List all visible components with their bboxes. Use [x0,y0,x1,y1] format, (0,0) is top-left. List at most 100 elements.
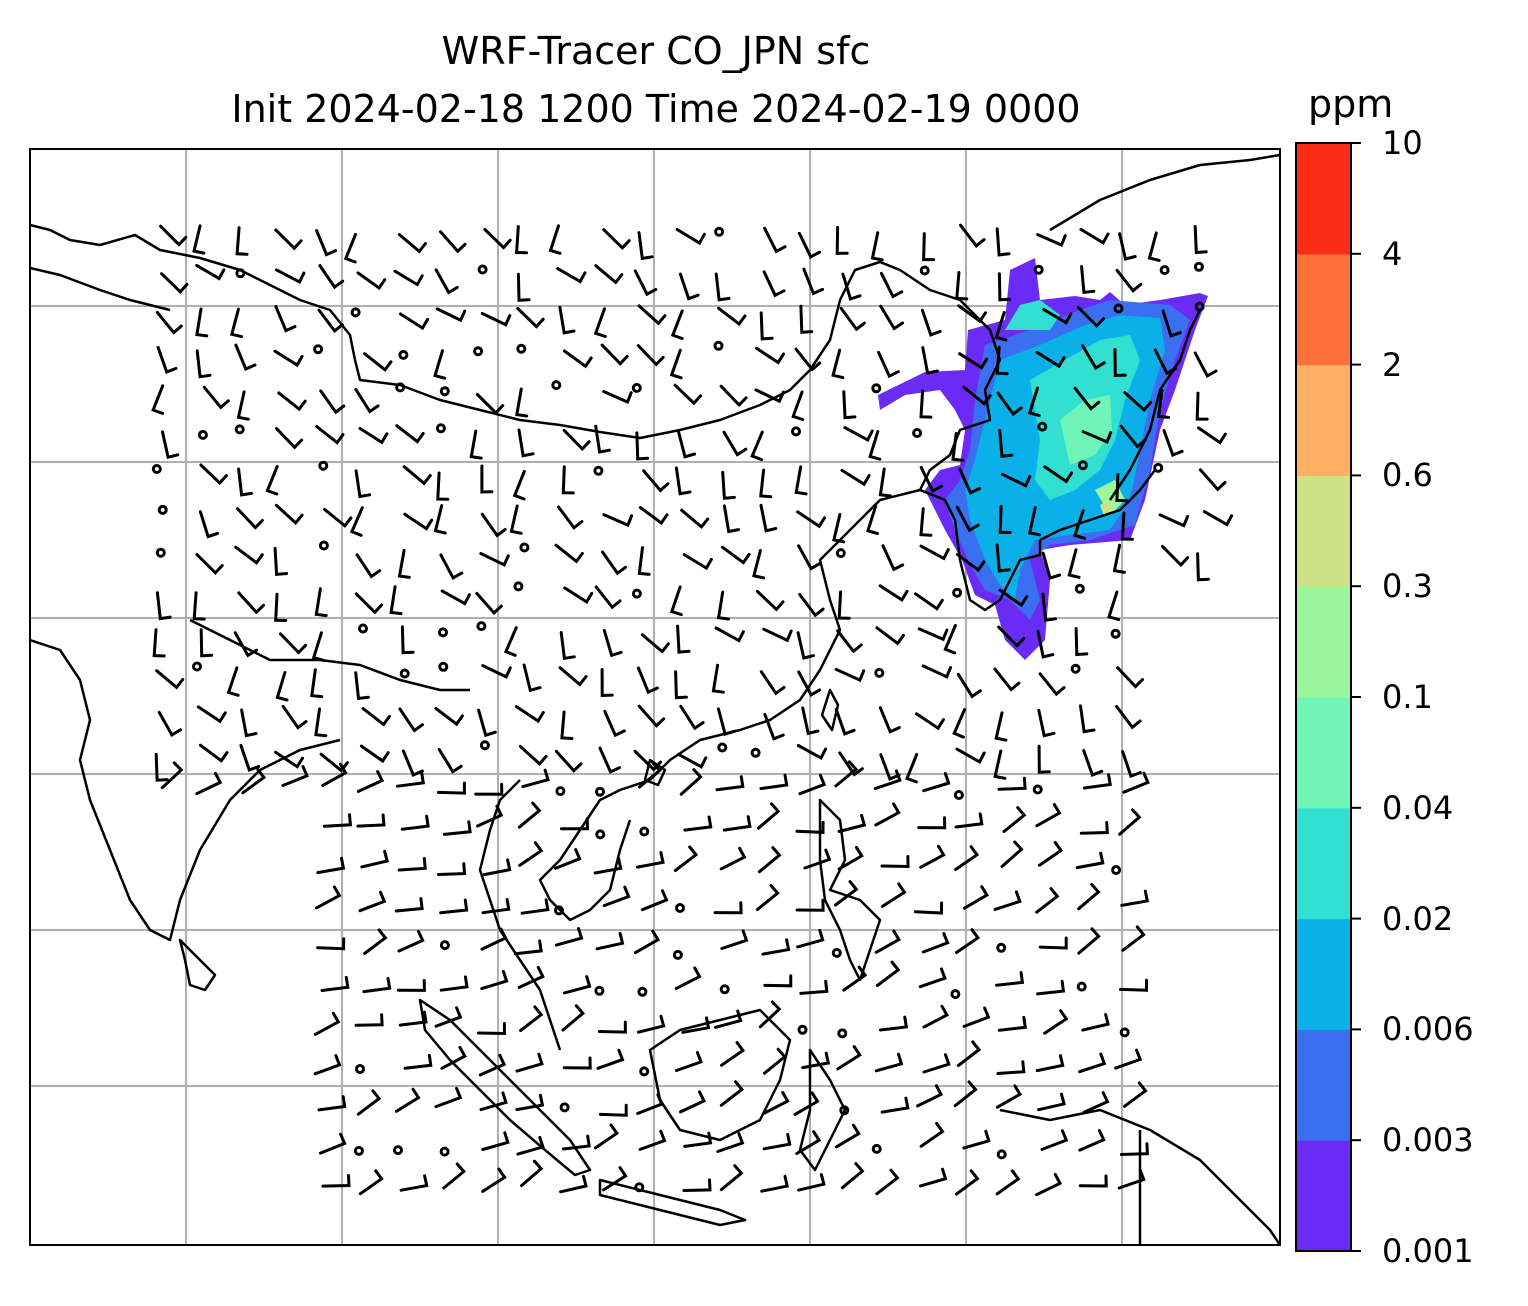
wind-barb [155,591,172,621]
wind-barb [995,227,1011,257]
calm-wind-marker [1074,583,1085,594]
wind-barb [598,1103,628,1117]
wind-barb [797,544,822,571]
wind-barb [799,304,814,334]
wind-barb [1035,803,1062,828]
wind-barb [797,670,822,697]
wind-barb [878,584,909,602]
wind-barb [594,585,622,610]
wind-barb [363,928,388,955]
wind-barb [839,306,866,332]
wind-barb [796,928,825,949]
wind-barb [593,307,607,338]
wind-barb [479,1091,508,1112]
wind-barb [840,1162,865,1190]
wind-barb [679,768,703,796]
wind-barb [797,231,822,259]
wind-barb [597,1020,627,1034]
wind-barb [997,1015,1028,1032]
wind-barb [797,1173,826,1192]
wind-barb [442,1162,466,1190]
calm-wind-marker [1119,1027,1130,1038]
wind-barb [602,513,634,528]
wind-barb [403,512,434,531]
wind-barb [917,816,947,830]
wind-barb [434,1086,463,1109]
calm-wind-marker [1076,981,1087,992]
wind-barb [1156,389,1170,419]
wind-barb [875,626,905,646]
wind-barb [716,1132,745,1153]
wind-barb [160,272,189,294]
wind-barb [360,849,390,869]
wind-barb [442,820,472,836]
colorbar-block [1296,807,1351,920]
wind-barb [953,1080,978,1108]
colorbar-block [1296,364,1351,476]
wind-barb [562,1056,592,1070]
wind-barb [675,1051,703,1072]
calm-wind-marker [631,382,642,393]
colorbar-block [1296,253,1351,366]
wind-barb [556,267,587,284]
wind-barb [801,1051,831,1070]
wind-barb [393,269,424,287]
wind-barb [199,463,228,486]
wind-barb [682,553,713,571]
wind-barb [993,890,1022,911]
map-frame [29,148,1281,1246]
wind-barb [763,974,793,988]
calm-wind-marker [639,826,650,837]
wind-barb [397,548,411,579]
wind-barb [482,858,512,877]
wind-barb [600,343,629,366]
wind-barb [602,390,633,405]
calm-wind-marker [353,1145,364,1156]
wind-barb [841,272,862,301]
wind-barb [475,591,503,616]
wind-barb [397,857,427,872]
wind-barb [873,769,902,791]
wind-barb [315,425,345,445]
calm-wind-marker [831,947,842,958]
wind-barb [840,468,871,487]
calm-wind-marker [791,426,801,437]
calm-wind-marker [1153,462,1164,473]
colorbar-tick-label: 0.02 [1382,899,1454,938]
wind-barb [998,588,1029,608]
colorbar-tick-label: 0.003 [1382,1121,1474,1160]
calm-wind-marker [1033,264,1044,275]
wind-barb [677,752,708,769]
wind-barb [275,268,306,285]
wind-barb [475,393,505,415]
calm-wind-marker [393,1145,403,1156]
wind-barb [994,711,1008,742]
calm-wind-marker [473,346,484,357]
wind-barb [400,625,415,655]
wind-barb [834,707,856,736]
wind-barb [237,591,265,615]
wind-barb [154,752,169,782]
wind-barb [1041,551,1062,580]
calm-wind-marker [318,460,329,471]
wind-barb [202,385,230,410]
wind-barb [837,590,851,620]
wind-barb [879,304,905,331]
wind-barb [1037,1092,1066,1112]
wind-barb [837,813,867,833]
wind-barb [837,845,864,871]
wind-barb [842,390,857,420]
wind-barb [866,504,879,535]
wind-barb [439,898,469,915]
wind-barb [1077,883,1101,911]
wind-barb [1035,1173,1063,1197]
calm-wind-marker [554,905,564,916]
wind-barb [677,430,697,459]
wind-barb [440,1045,467,1070]
wind-barb [875,960,901,987]
wind-barb [389,585,403,616]
wind-barb [881,882,907,908]
wind-barb [1197,426,1227,445]
calm-wind-marker [874,667,885,678]
wind-barb [518,841,544,867]
